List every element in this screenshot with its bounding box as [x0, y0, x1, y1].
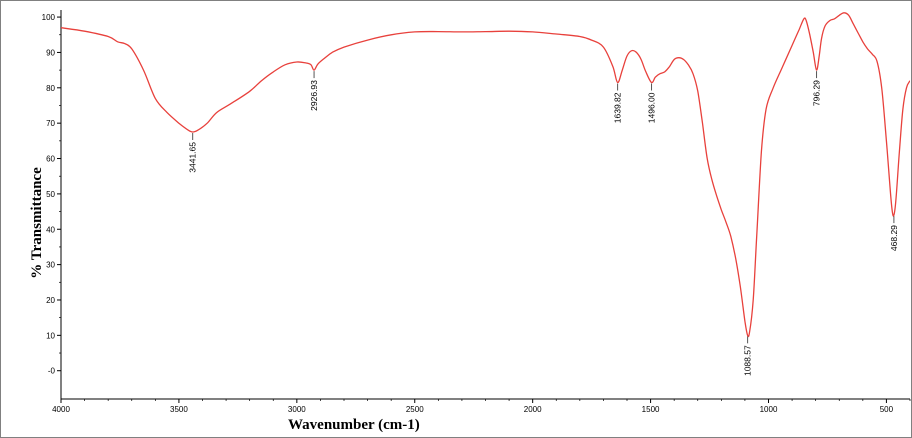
- peak-label: 796.29: [812, 80, 822, 106]
- x-tick-label: 4000: [52, 405, 70, 414]
- peak-label: 1639.82: [613, 92, 623, 123]
- peak-label: 3441.65: [188, 142, 198, 173]
- peak-annotation: 1496.00: [647, 83, 657, 123]
- peak-labels: 3441.65 2926.93 1639.82 1496.00 1088.57 796.2…: [188, 71, 899, 376]
- x-tick-label: 1500: [642, 405, 660, 414]
- y-tick-label: -0: [48, 367, 56, 376]
- peak-annotation: 1639.82: [613, 83, 623, 123]
- peak-annotation: 468.29: [889, 216, 899, 251]
- y-tick-label: 90: [46, 48, 55, 57]
- peak-label: 2926.93: [309, 80, 319, 111]
- y-tick-label: 100: [42, 13, 56, 22]
- x-tick-label: 2500: [406, 405, 424, 414]
- y-tick-label: 20: [46, 296, 55, 305]
- peak-label: 468.29: [889, 225, 899, 251]
- axes: [60, 10, 910, 400]
- peak-annotation: 1088.57: [743, 336, 753, 376]
- y-tick-label: 60: [46, 155, 55, 164]
- x-tick-label: 3000: [288, 405, 306, 414]
- y-tick-label: 30: [46, 261, 55, 270]
- peak-annotation: 3441.65: [188, 133, 198, 173]
- x-tick-label: 2000: [524, 405, 542, 414]
- x-tick-label: 1000: [760, 405, 778, 414]
- x-tick-label: 500: [880, 405, 894, 414]
- y-axis-ticks: 100 90 80 70 60 50 40 30 20 10 -0: [42, 13, 61, 376]
- y-axis-title: % Transmittance: [29, 167, 45, 279]
- y-tick-label: 10: [46, 331, 55, 340]
- y-tick-label: 40: [46, 225, 55, 234]
- peak-label: 1496.00: [647, 92, 657, 123]
- x-axis-title: Wavenumber (cm-1): [288, 417, 420, 433]
- peak-annotation: 796.29: [812, 71, 822, 106]
- peak-label: 1088.57: [743, 345, 753, 376]
- x-tick-label: 3500: [170, 405, 188, 414]
- y-tick-label: 50: [46, 190, 55, 199]
- peak-annotation: 2926.93: [309, 71, 319, 111]
- y-tick-label: 80: [46, 84, 55, 93]
- x-axis-ticks: 4000 3500 3000 2500 2000 1500 1000 500: [52, 399, 911, 414]
- series-layer: [61, 12, 910, 338]
- y-tick-label: 70: [46, 119, 55, 128]
- spectrum-line: [61, 12, 910, 338]
